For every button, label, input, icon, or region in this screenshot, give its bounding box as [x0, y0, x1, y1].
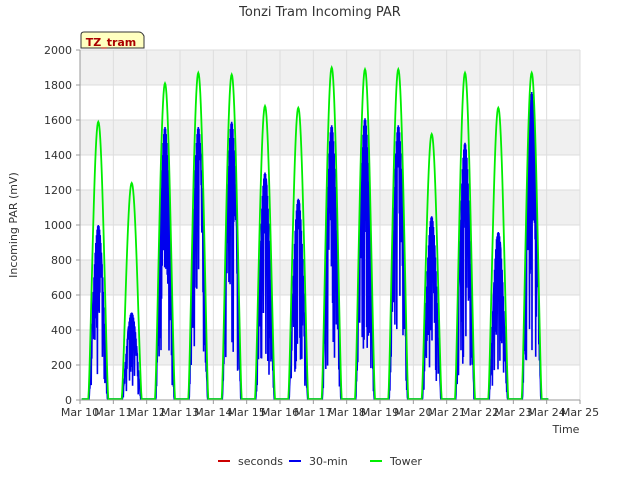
y-tick-label: 0 [65, 394, 72, 407]
series-tower-day-8 [315, 64, 349, 401]
x-tick-label: Mar 14 [194, 406, 232, 419]
y-tick-label: 1400 [44, 149, 72, 162]
series-tower-day-5 [215, 71, 249, 401]
x-tick-label: Mar 17 [294, 406, 332, 419]
x-tick-label: Mar 18 [328, 406, 366, 419]
annotation-box [80, 31, 145, 49]
legend: seconds 30-min Tower [218, 455, 422, 468]
series-tower-day-10 [381, 66, 415, 401]
x-tick-label: Mar 15 [228, 406, 266, 419]
x-tick-label: Mar 24 [528, 406, 566, 419]
plot-band [80, 330, 580, 365]
y-axis-label: Incoming PAR (mV) [7, 172, 20, 278]
y-tick-label: 200 [51, 359, 72, 372]
y-tick-label: 1000 [44, 219, 72, 232]
annotation-text: TZ_tram [86, 36, 137, 49]
series-30min-day-11 [415, 216, 449, 400]
x-tick-label: Mar 23 [494, 406, 532, 419]
x-tick-label: Mar 10 [61, 406, 99, 419]
series-tower-day-2 [115, 181, 149, 401]
x-tick-label: Mar 13 [161, 406, 199, 419]
series-tower-day-14 [515, 70, 549, 401]
series-tower-day-1 [81, 119, 115, 401]
series-30min-day-3 [148, 126, 182, 400]
legend-label-0: seconds [238, 455, 283, 468]
x-tick-label: Mar 21 [428, 406, 466, 419]
x-tick-label: Mar 20 [394, 406, 432, 419]
x-tick-label: Mar 22 [461, 406, 499, 419]
x-tick-label: Mar 25 [561, 406, 599, 419]
tick-labels: 0 200 400 600 800 1000 1200 1400 1600 1800 2000 Mar… [44, 44, 599, 419]
series-tower-day-7 [281, 105, 315, 401]
legend-label-1: 30-min [309, 455, 348, 468]
series-tower-day-11 [415, 131, 449, 401]
legend-label-2: Tower [389, 455, 422, 468]
series-layer [81, 64, 549, 401]
series-tower-day-9 [348, 66, 382, 401]
series-tower-day-4 [181, 70, 215, 401]
x-axis-label: Time [552, 423, 580, 436]
series-tower-day-12 [448, 70, 482, 401]
series-30min-day-5 [215, 121, 249, 400]
y-tick-label: 800 [51, 254, 72, 267]
y-tick-label: 1800 [44, 79, 72, 92]
series-30min-day-6 [248, 172, 282, 400]
site-annotation: TZ_tram [80, 31, 145, 49]
series-30min-day-12 [448, 142, 482, 400]
series-30min-day-13 [481, 231, 515, 400]
x-tick-label: Mar 11 [94, 406, 132, 419]
series-30min-day-2 [115, 312, 149, 400]
chart-title: Tonzi Tram Incoming PAR [238, 5, 401, 20]
series-30min-day-7 [281, 198, 315, 400]
y-tick-label: 400 [51, 324, 72, 337]
series-tower-day-13 [481, 105, 515, 401]
y-tick-label: 600 [51, 289, 72, 302]
series-tower-day-3 [148, 80, 182, 401]
x-tick-label: Mar 16 [261, 406, 299, 419]
series-30min-day-8 [315, 125, 349, 400]
x-tick-label: Mar 19 [361, 406, 399, 419]
y-tick-label: 1200 [44, 184, 72, 197]
y-tick-label: 2000 [44, 44, 72, 57]
x-tick-label: Mar 12 [128, 406, 166, 419]
series-30min-day-1 [81, 224, 115, 400]
y-tick-label: 1600 [44, 114, 72, 127]
series-tower-day-6 [248, 103, 282, 401]
